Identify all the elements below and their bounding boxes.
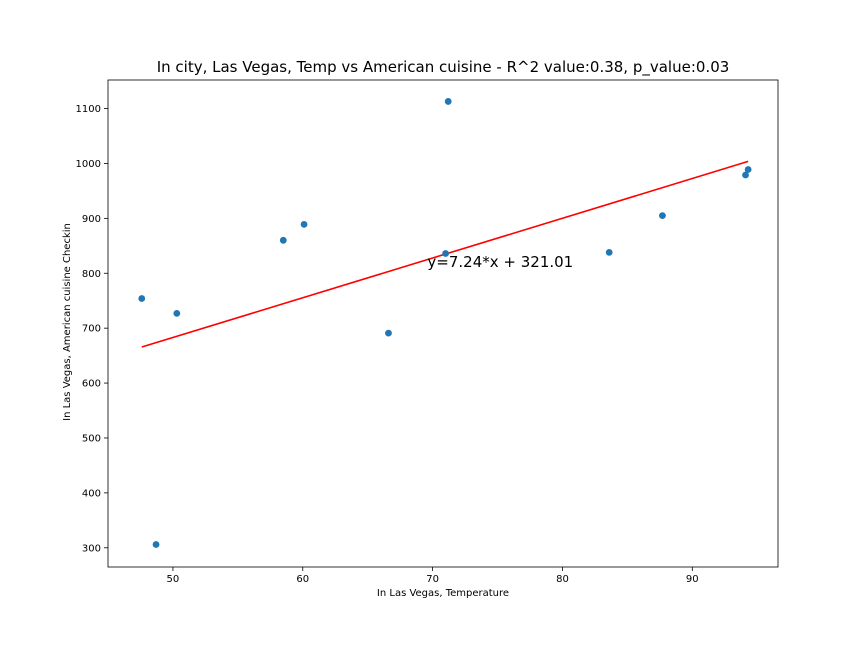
x-axis-label: In Las Vegas, Temperature xyxy=(377,588,509,599)
data-point xyxy=(659,212,666,220)
y-tick-label: 300 xyxy=(82,543,101,554)
plot-frame xyxy=(107,79,779,568)
y-tick-label: 600 xyxy=(82,379,101,390)
data-point xyxy=(605,248,613,256)
plot-area: y=7.24*x + 321.01 xyxy=(107,79,779,568)
data-point xyxy=(742,171,749,179)
y-tick-label: 1000 xyxy=(76,159,101,170)
y-tick-label: 500 xyxy=(82,433,101,444)
y-tick-label: 900 xyxy=(82,214,101,225)
y-tick-label: 700 xyxy=(82,324,101,335)
y-tick-label: 800 xyxy=(82,269,101,280)
data-point xyxy=(744,166,752,173)
x-tick-label: 80 xyxy=(556,574,569,585)
data-point xyxy=(152,541,160,548)
y-axis-label: In Las Vegas, American cuisine Checkin xyxy=(62,223,73,421)
data-point xyxy=(173,309,181,317)
x-tick-label: 60 xyxy=(296,574,309,585)
data-point xyxy=(279,236,287,244)
y-tick-label: 1100 xyxy=(76,104,101,115)
y-tick-label: 400 xyxy=(82,488,101,499)
chart-title: In city, Las Vegas, Temp vs American cui… xyxy=(157,58,730,77)
x-tick-label: 70 xyxy=(426,574,439,585)
regression-equation: y=7.24*x + 321.01 xyxy=(427,253,573,271)
data-point xyxy=(300,220,308,228)
x-tick-label: 50 xyxy=(167,574,180,585)
data-point xyxy=(385,329,392,337)
y-axis: 300 400 500 600 700 800 900 1000 1100 xyxy=(76,104,108,554)
x-axis: 50 60 70 80 90 xyxy=(167,567,699,585)
data-point xyxy=(442,250,449,257)
data-point xyxy=(138,295,146,302)
x-tick-label: 90 xyxy=(686,574,699,585)
data-point xyxy=(444,98,452,105)
